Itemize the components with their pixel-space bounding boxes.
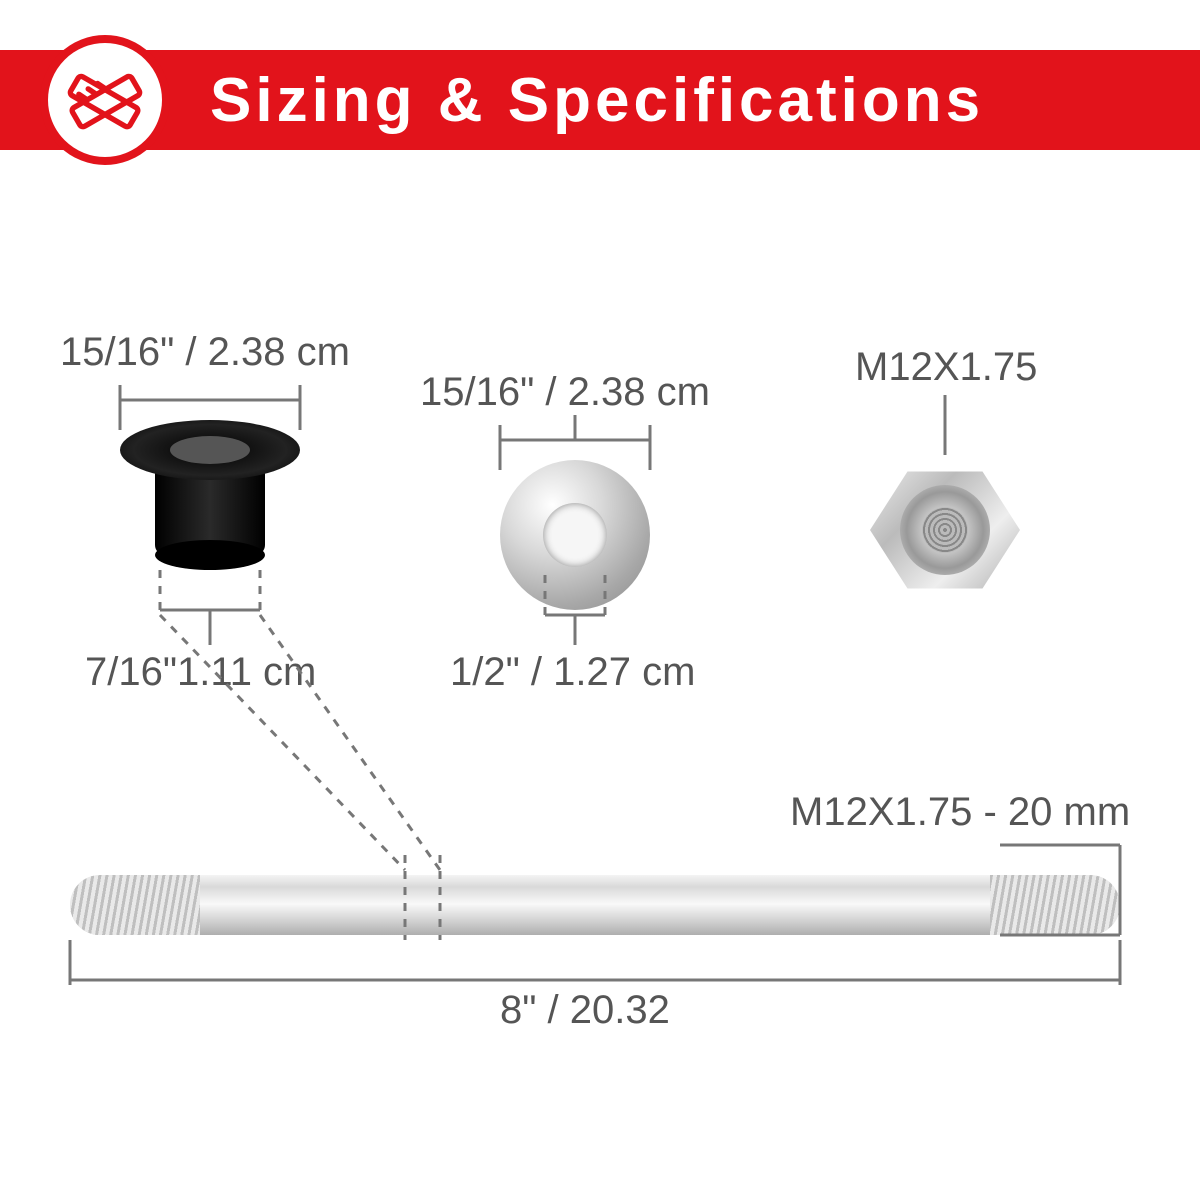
label-washer-inner: 1/2" / 1.27 cm xyxy=(450,650,695,695)
label-bushing-inner: 7/16"1.11 cm xyxy=(85,650,316,695)
header-banner: Sizing & Specifications xyxy=(0,50,1200,150)
label-washer-outer: 15/16" / 2.38 cm xyxy=(420,370,710,415)
part-bolt xyxy=(70,875,1120,935)
ruler-icon xyxy=(40,35,170,165)
part-washer xyxy=(500,460,650,610)
label-bolt-thread: M12X1.75 - 20 mm xyxy=(790,790,1130,835)
part-nut xyxy=(870,455,1020,605)
label-bolt-length: 8" / 20.32 xyxy=(500,988,670,1033)
label-bushing-outer: 15/16" / 2.38 cm xyxy=(60,330,350,375)
header-title: Sizing & Specifications xyxy=(210,65,984,136)
label-nut-spec: M12X1.75 xyxy=(855,345,1037,390)
part-bushing xyxy=(120,420,300,570)
